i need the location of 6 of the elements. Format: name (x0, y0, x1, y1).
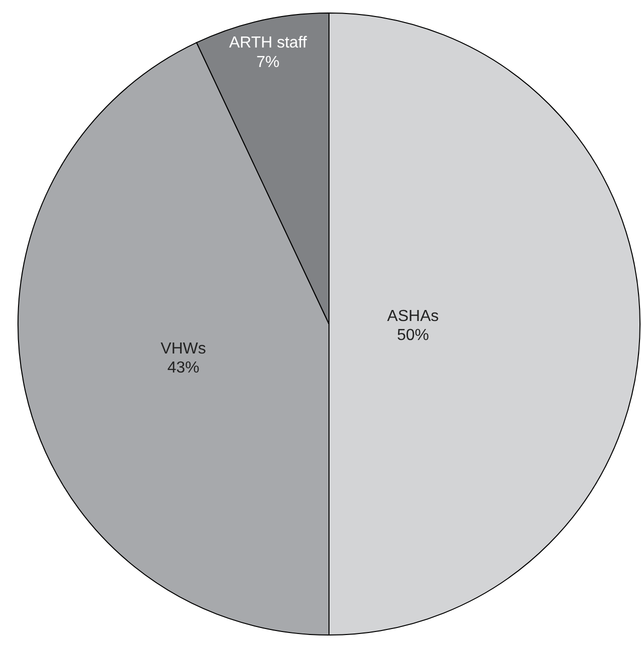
slice-label: ARTH staff (229, 34, 308, 52)
data-label: 43% (167, 360, 200, 377)
slice-label: VHWs (160, 340, 206, 358)
data-label: 7% (256, 54, 280, 71)
data-label: 50% (396, 327, 429, 344)
slice-label: ASHAs (387, 308, 439, 325)
